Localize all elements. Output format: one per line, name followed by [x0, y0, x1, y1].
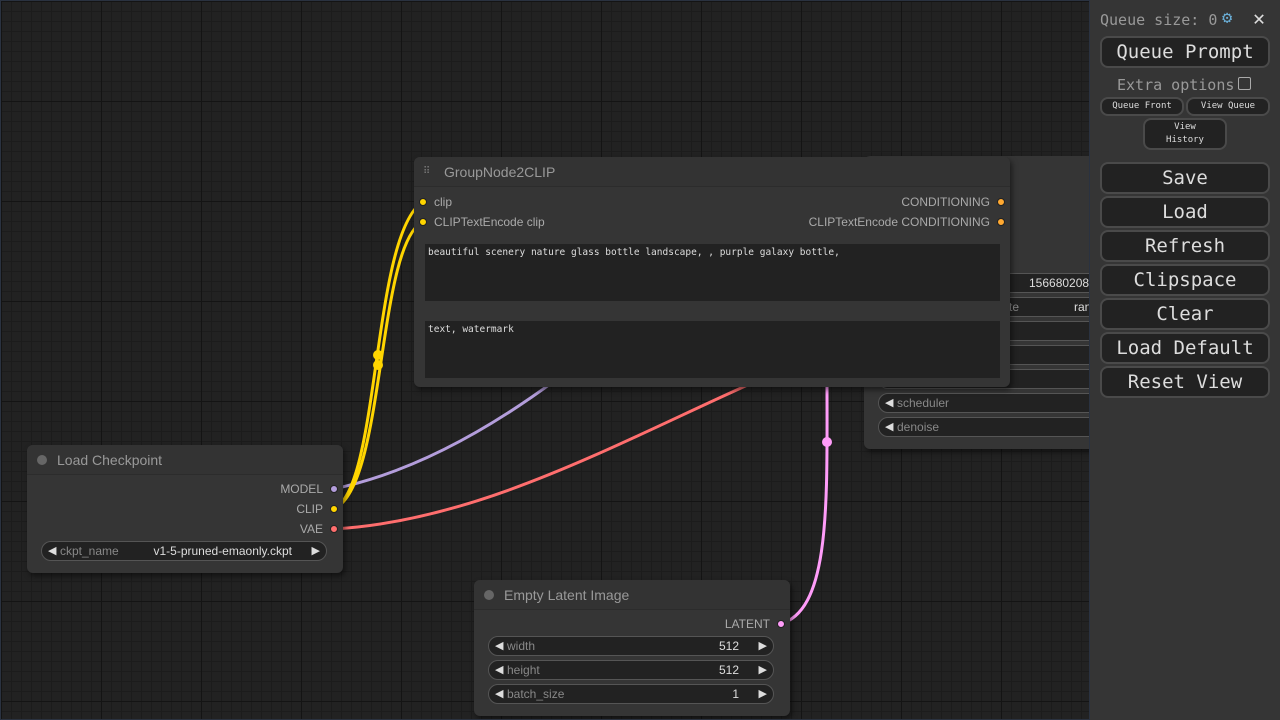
view-queue-button[interactable]: View Queue — [1186, 97, 1270, 116]
widget-label: te — [1009, 300, 1020, 314]
collapse-dot[interactable] — [484, 590, 494, 600]
group-node[interactable]: ⠿ GroupNode2CLIP clip CLIPTextEncode clip… — [414, 157, 1010, 387]
wire-model — [332, 374, 562, 491]
arrow-right-icon[interactable]: ▶ — [758, 664, 767, 676]
extra-options-label: Extra options — [1117, 76, 1235, 94]
output-latent[interactable]: LATENT — [725, 614, 785, 634]
output-vae[interactable]: VAE — [300, 519, 338, 539]
load-default-button[interactable]: Load Default — [1100, 332, 1270, 364]
refresh-button[interactable]: Refresh — [1100, 230, 1270, 262]
load-button[interactable]: Load — [1100, 196, 1270, 228]
queue-prompt-button[interactable]: Queue Prompt — [1100, 36, 1270, 68]
output-cliptextencode-conditioning[interactable]: CLIPTextEncode CONDITIONING — [809, 212, 1005, 232]
grip-icon: ⠿ — [423, 166, 431, 177]
arrow-left-icon[interactable]: ◀ — [885, 421, 894, 433]
output-clip[interactable]: CLIP — [296, 499, 338, 519]
positive-prompt-textarea[interactable]: beautiful scenery nature glass bottle la… — [425, 244, 1000, 301]
wire-vae — [332, 377, 762, 531]
ckpt-name-widget[interactable]: ◀ ckpt_name v1-5-pruned-emaonly.ckpt ▶ — [41, 541, 327, 561]
wire-latent — [779, 380, 829, 626]
clear-button[interactable]: Clear — [1100, 298, 1270, 330]
queue-front-button[interactable]: Queue Front — [1100, 97, 1184, 116]
arrow-left-icon[interactable]: ◀ — [48, 545, 57, 557]
width-widget[interactable]: ◀ width 512 ▶ — [488, 636, 774, 656]
gear-icon[interactable]: ⚙ — [1222, 8, 1233, 28]
wires — [332, 199, 832, 626]
input-clip[interactable]: clip — [419, 192, 452, 212]
node-title[interactable]: ⠿ GroupNode2CLIP — [414, 157, 1010, 187]
arrow-left-icon[interactable]: ◀ — [885, 397, 894, 409]
save-button[interactable]: Save — [1100, 162, 1270, 194]
menu-panel: Queue size: 0 ⚙ ✕ Queue Prompt Extra opt… — [1090, 0, 1280, 720]
arrow-left-icon[interactable]: ◀ — [495, 688, 504, 700]
batch-size-widget[interactable]: ◀ batch_size 1 ▶ — [488, 684, 774, 704]
arrow-right-icon[interactable]: ▶ — [758, 640, 767, 652]
scheduler-widget[interactable]: ◀ scheduler — [878, 393, 1089, 413]
arrow-left-icon[interactable]: ◀ — [495, 640, 504, 652]
output-model[interactable]: MODEL — [280, 479, 338, 499]
node-title[interactable]: Empty Latent Image — [474, 580, 790, 610]
load-checkpoint-node[interactable]: Load Checkpoint MODEL CLIP VAE ◀ ckpt_nam… — [27, 445, 343, 573]
view-history-button[interactable]: View History — [1143, 118, 1227, 150]
extra-options-checkbox[interactable] — [1238, 77, 1251, 90]
arrow-right-icon[interactable]: ▶ — [758, 688, 767, 700]
reset-view-button[interactable]: Reset View — [1100, 366, 1270, 398]
output-conditioning[interactable]: CONDITIONING — [901, 192, 1005, 212]
collapse-dot[interactable] — [37, 455, 47, 465]
graph-canvas[interactable]: 156680208 te ran ◀ scheduler ◀ denoise ⠿ Gro… — [0, 0, 1090, 720]
queue-size: Queue size: 0 — [1100, 11, 1218, 29]
node-title[interactable]: Load Checkpoint — [27, 445, 343, 475]
arrow-left-icon[interactable]: ◀ — [495, 664, 504, 676]
input-cliptextencode-clip[interactable]: CLIPTextEncode clip — [419, 212, 545, 232]
negative-prompt-textarea[interactable]: text, watermark — [425, 321, 1000, 378]
arrow-right-icon[interactable]: ▶ — [311, 545, 320, 557]
height-widget[interactable]: ◀ height 512 ▶ — [488, 660, 774, 680]
clipspace-button[interactable]: Clipspace — [1100, 264, 1270, 296]
denoise-widget[interactable]: ◀ denoise — [878, 417, 1089, 437]
empty-latent-image-node[interactable]: Empty Latent Image LATENT ◀ width 512 ▶ ◀ he… — [474, 580, 790, 716]
close-icon[interactable]: ✕ — [1253, 6, 1266, 30]
